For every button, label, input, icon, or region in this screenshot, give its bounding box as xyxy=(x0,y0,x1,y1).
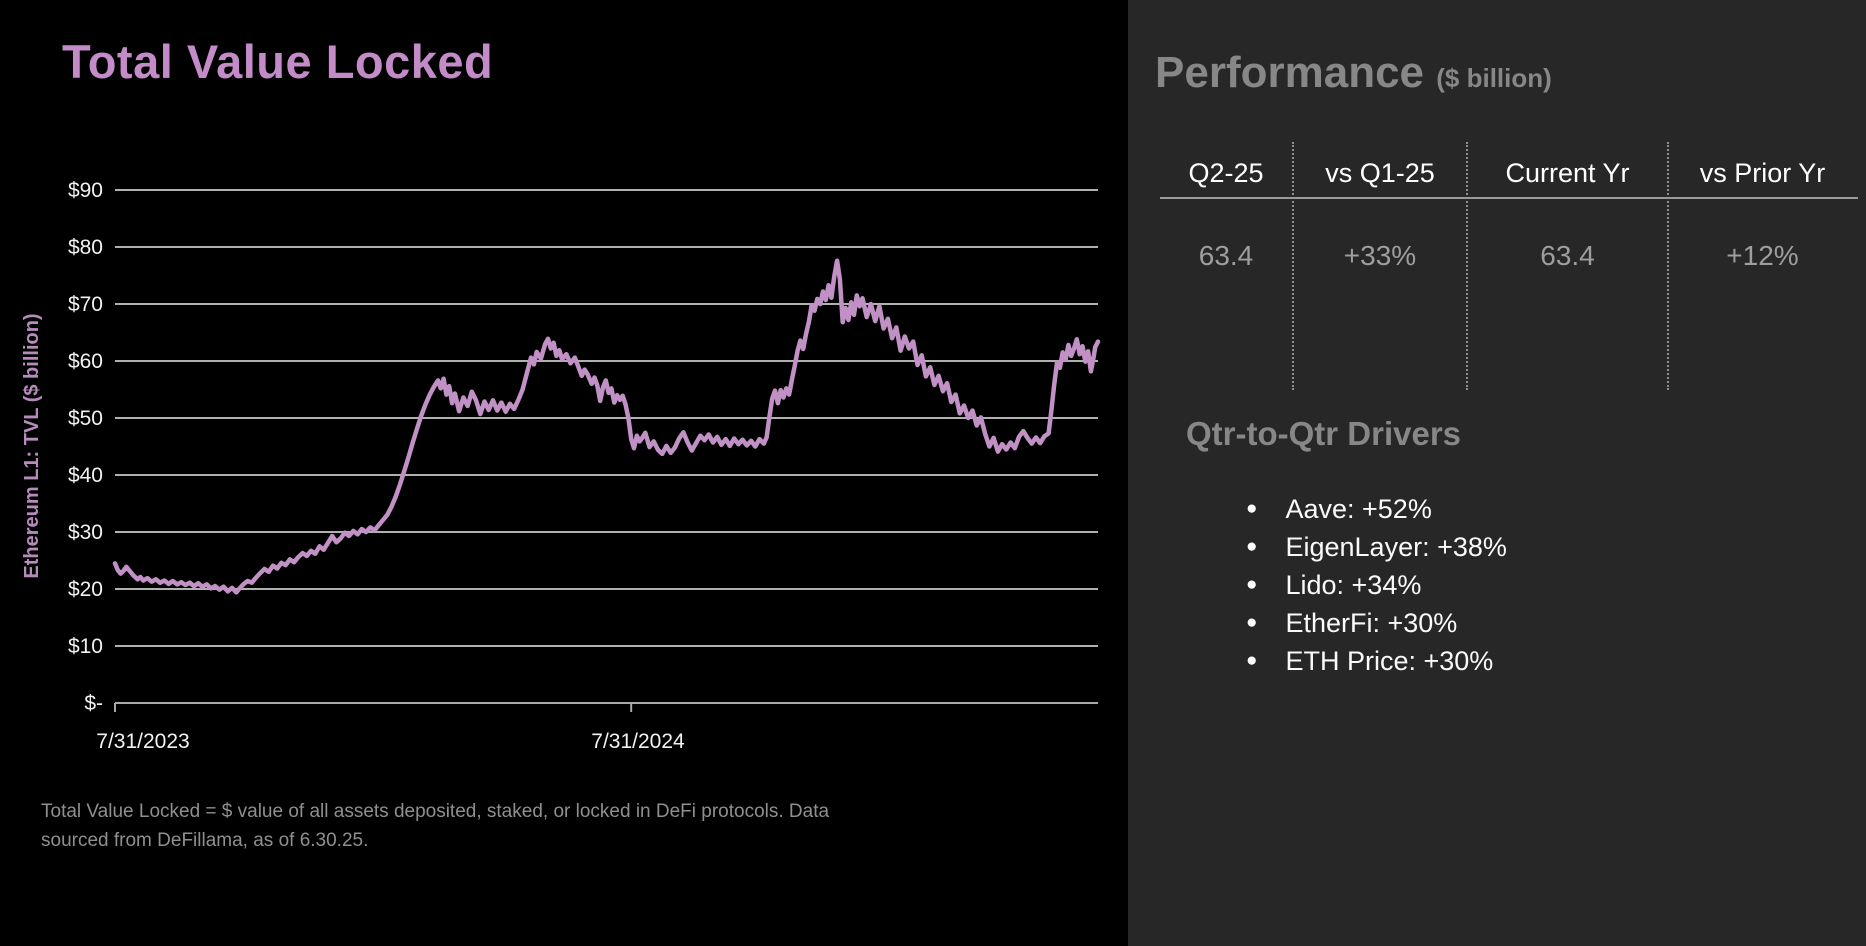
tvl-line-chart: Ethereum L1: TVL ($ billion) $90 $80 $70 $6… xyxy=(21,179,1101,753)
column-value: 63.4 xyxy=(1540,240,1595,271)
column-value: +33% xyxy=(1343,240,1417,271)
y-tick-label: $20 xyxy=(68,578,103,601)
table-header-rule xyxy=(1160,197,1858,199)
y-tick-label: $80 xyxy=(68,236,103,259)
column-header: Current Yr xyxy=(1505,158,1630,188)
list-item-label: EtherFi: +30% xyxy=(1285,607,1458,638)
performance-panel: Performance ($ billion) Q2-25 63.4 vs Q1… xyxy=(1128,0,1866,946)
bullet-icon: ● xyxy=(1246,574,1258,595)
chart-panel: Total Value Locked Ethereum L1: TVL ($ b… xyxy=(21,35,1101,852)
bullet-icon: ● xyxy=(1246,536,1258,557)
drivers-heading: Qtr-to-Qtr Drivers xyxy=(1186,415,1462,452)
column-header: vs Prior Yr xyxy=(1699,158,1826,188)
y-tick-label: $40 xyxy=(68,464,103,487)
performance-table: Q2-25 63.4 vs Q1-25 +33% Current Yr 63.4… xyxy=(1160,142,1858,390)
y-tick-label: $- xyxy=(84,692,103,715)
x-tick-label: 7/31/2023 xyxy=(96,730,189,753)
table-column-vs-prior-yr: vs Prior Yr +12% xyxy=(1669,142,1856,390)
y-tick-label: $10 xyxy=(68,635,103,658)
drivers-list: ● Aave: +52% ● EigenLayer: +38% ● Lido: … xyxy=(1246,490,1507,680)
tvl-series-line xyxy=(112,258,1101,595)
table-column-vs-q1-25: vs Q1-25 +33% xyxy=(1294,142,1468,390)
y-tick-label: $70 xyxy=(68,293,103,316)
column-value: +12% xyxy=(1726,240,1799,271)
column-value: 63.4 xyxy=(1198,240,1254,271)
bullet-icon: ● xyxy=(1246,498,1258,519)
performance-heading-text: Performance xyxy=(1155,48,1425,97)
list-item: ● EigenLayer: +38% xyxy=(1246,528,1507,566)
list-item: ● EtherFi: +30% xyxy=(1246,604,1507,642)
list-item-label: ETH Price: +30% xyxy=(1285,645,1494,676)
y-tick-label: $50 xyxy=(68,407,103,430)
list-item-label: EigenLayer: +38% xyxy=(1285,531,1507,562)
y-tick-label: $30 xyxy=(68,521,103,544)
table-column-current-yr: Current Yr 63.4 xyxy=(1468,142,1669,390)
list-item: ● ETH Price: +30% xyxy=(1246,642,1507,680)
footnote: Total Value Locked = $ value of all asse… xyxy=(41,801,830,852)
performance-heading-unit: ($ billion) xyxy=(1436,63,1552,93)
y-tick-label: $90 xyxy=(68,179,103,202)
list-item-label: Lido: +34% xyxy=(1285,569,1422,600)
list-item: ● Lido: +34% xyxy=(1246,566,1507,604)
list-item-label: Aave: +52% xyxy=(1285,493,1432,524)
table-column-q2-25: Q2-25 63.4 xyxy=(1160,142,1294,390)
list-item: ● Aave: +52% xyxy=(1246,490,1507,528)
performance-heading: Performance ($ billion) xyxy=(1155,48,1552,98)
y-axis-title: Ethereum L1: TVL ($ billion) xyxy=(21,313,43,578)
column-header: vs Q1-25 xyxy=(1325,158,1435,188)
y-tick-label: $60 xyxy=(68,350,103,373)
column-header: Q2-25 xyxy=(1188,158,1264,188)
bullet-icon: ● xyxy=(1246,612,1258,633)
bullet-icon: ● xyxy=(1246,650,1258,671)
x-tick-label: 7/31/2024 xyxy=(591,730,685,753)
page-title: Total Value Locked xyxy=(62,35,494,88)
